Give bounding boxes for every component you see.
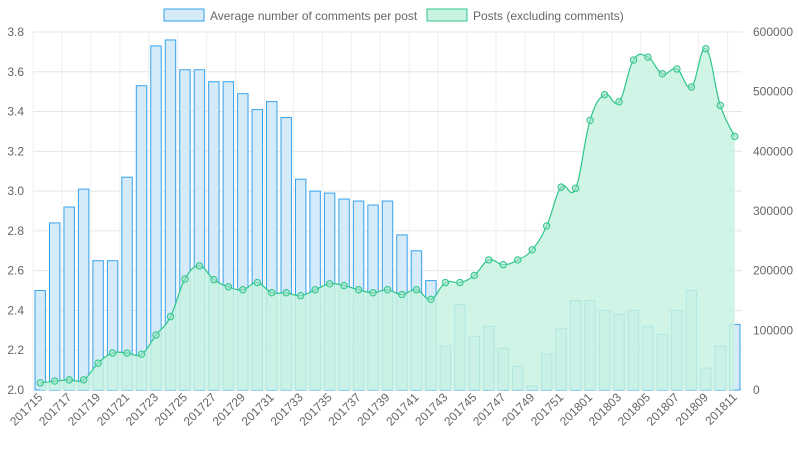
legend-swatch-posts [426, 8, 468, 22]
y-left-tick-label: 2.0 [7, 383, 24, 397]
point-posts[interactable] [615, 98, 623, 106]
point-posts[interactable] [716, 101, 724, 110]
point-posts[interactable] [166, 312, 175, 321]
legend-swatch-comments [163, 8, 205, 22]
y-right-tick-label: 100000 [753, 323, 793, 337]
point-posts[interactable] [137, 350, 146, 358]
y-axis-left: 2.0 2.2 2.4 2.6 2.8 3.0 3.2 3.4 3.6 3.8 [7, 25, 24, 397]
legend-label-posts: Posts (excluding comments) [473, 9, 624, 23]
area-fill-posts [40, 48, 735, 390]
point-posts[interactable] [383, 286, 392, 294]
point-posts[interactable] [311, 286, 319, 294]
bar-comments[interactable] [77, 188, 90, 391]
point-posts[interactable] [702, 45, 710, 53]
point-posts[interactable] [239, 286, 247, 294]
point-posts[interactable] [369, 289, 377, 297]
point-posts[interactable] [542, 222, 551, 230]
point-posts[interactable] [629, 56, 638, 64]
point-posts[interactable] [282, 289, 290, 297]
point-posts[interactable] [673, 65, 681, 73]
point-posts[interactable] [600, 90, 609, 99]
point-posts[interactable] [94, 359, 102, 367]
y-left-tick-label: 2.4 [7, 303, 24, 317]
x-tick-label: 201811 [702, 390, 740, 428]
point-posts[interactable] [253, 278, 261, 287]
y-left-tick-label: 2.8 [7, 224, 24, 238]
legend-label-comments: Average number of comments per post [210, 9, 418, 23]
point-posts[interactable] [470, 271, 479, 280]
point-posts[interactable] [499, 261, 507, 269]
point-posts[interactable] [398, 290, 406, 299]
point-posts[interactable] [108, 349, 117, 357]
bar-comments[interactable] [48, 222, 61, 391]
point-posts[interactable] [456, 278, 464, 287]
y-left-tick-label: 3.4 [7, 105, 24, 119]
point-posts[interactable] [412, 286, 421, 294]
bar-comments[interactable] [63, 206, 75, 391]
point-posts[interactable] [340, 281, 348, 290]
point-posts[interactable] [152, 331, 160, 339]
point-posts[interactable] [79, 376, 88, 384]
point-posts[interactable] [123, 349, 131, 357]
bar-comments[interactable] [34, 290, 46, 391]
point-posts[interactable] [485, 256, 493, 264]
x-axis: 2017152017172017192017212017232017252017… [7, 390, 740, 428]
y-right-tick-label: 600000 [753, 25, 793, 39]
point-posts[interactable] [36, 379, 44, 387]
y-right-tick-label: 200000 [753, 264, 793, 278]
point-posts[interactable] [586, 116, 594, 125]
y-right-tick-label: 500000 [753, 85, 793, 99]
y-axis-right: 0 100000 200000 300000 400000 500000 600000 [753, 25, 793, 397]
point-posts[interactable] [51, 377, 59, 385]
point-posts[interactable] [514, 256, 522, 264]
point-posts[interactable] [354, 286, 363, 294]
x-tick-label: 201809 [673, 390, 711, 428]
y-right-tick-label: 300000 [753, 204, 793, 218]
point-posts[interactable] [224, 283, 233, 291]
y-left-tick-label: 3.0 [7, 184, 24, 198]
area-series-posts [36, 45, 739, 390]
legend-item-posts[interactable]: Posts (excluding comments) [426, 8, 624, 23]
y-right-tick-label: 0 [753, 383, 760, 397]
y-left-tick-label: 3.8 [7, 25, 24, 39]
y-left-tick-label: 3.6 [7, 65, 24, 79]
point-posts[interactable] [195, 262, 204, 270]
y-left-tick-label: 2.6 [7, 264, 24, 278]
bar-comments[interactable] [135, 85, 148, 391]
point-posts[interactable] [268, 289, 276, 297]
point-posts[interactable] [658, 70, 667, 78]
y-left-tick-label: 3.2 [7, 144, 24, 158]
point-posts[interactable] [687, 83, 696, 91]
y-right-tick-label: 400000 [753, 144, 793, 158]
point-posts[interactable] [441, 278, 450, 287]
y-left-tick-label: 2.2 [7, 343, 24, 357]
point-posts[interactable] [181, 275, 189, 283]
legend: Average number of comments per post Post… [163, 8, 624, 23]
point-posts[interactable] [528, 246, 536, 254]
point-posts[interactable] [644, 53, 652, 61]
point-posts[interactable] [296, 292, 305, 300]
point-posts[interactable] [571, 184, 580, 193]
point-posts[interactable] [65, 376, 73, 384]
legend-item-comments[interactable]: Average number of comments per post [163, 8, 418, 23]
point-posts[interactable] [731, 132, 739, 141]
point-posts[interactable] [557, 183, 565, 191]
point-posts[interactable] [210, 275, 218, 284]
point-posts[interactable] [325, 280, 334, 288]
point-posts[interactable] [427, 295, 435, 304]
